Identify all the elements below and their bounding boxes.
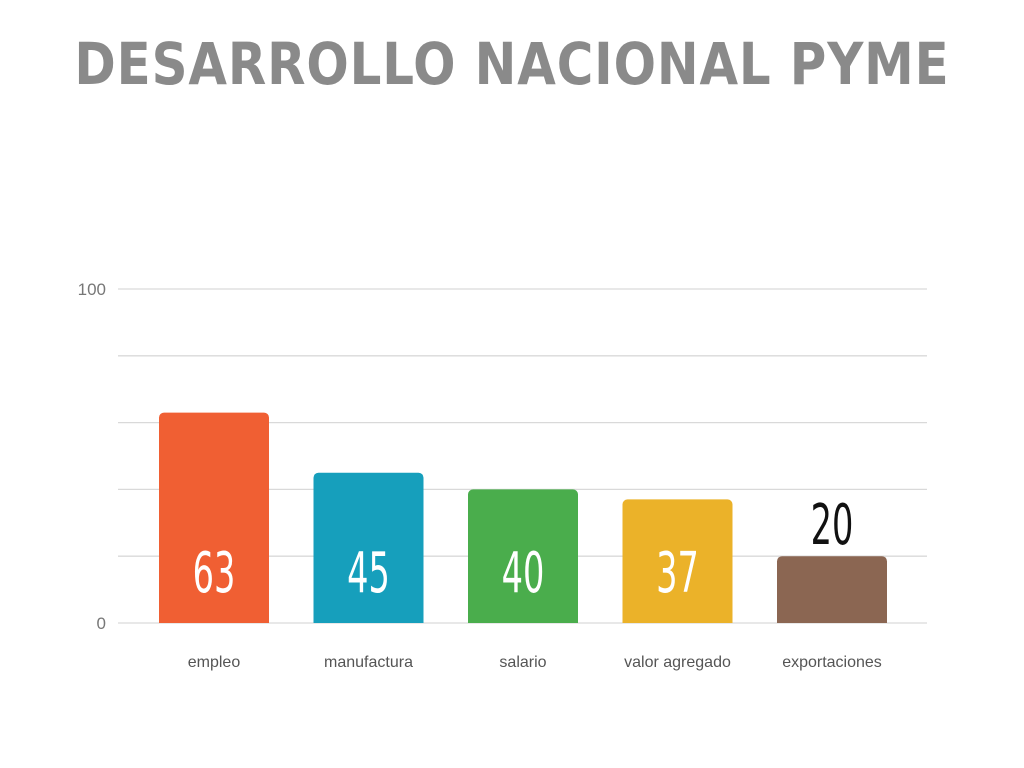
labels: 100 0 63 empleo 45 manufactura 40 salario 37 valo…	[78, 280, 882, 671]
x-tick-label: valor agregado	[624, 654, 731, 671]
chart-title: DESARROLLO NACIONAL PYME	[74, 30, 950, 98]
bar-base	[777, 617, 887, 623]
bar-manufactura	[313, 472, 424, 623]
bar-base	[159, 617, 269, 623]
y-tick-label: 0	[97, 614, 106, 633]
x-tick-label: empleo	[188, 654, 241, 671]
bar-empleo	[159, 412, 269, 623]
bar-base	[313, 617, 424, 623]
x-tick-label: exportaciones	[782, 654, 882, 671]
data-label: 37	[656, 540, 699, 605]
bar-base	[622, 617, 733, 623]
data-label: 63	[193, 540, 236, 605]
bars	[159, 412, 887, 623]
bar-valor-agregado	[622, 499, 733, 623]
data-label: 40	[502, 540, 545, 605]
bar-base	[468, 617, 578, 623]
x-tick-label: salario	[499, 654, 546, 671]
bar-exportaciones	[777, 556, 887, 623]
y-tick-label: 100	[78, 280, 106, 299]
x-tick-label: manufactura	[324, 654, 413, 671]
data-label: 45	[347, 540, 390, 605]
data-label: 20	[811, 492, 854, 557]
bar-salario	[468, 489, 578, 623]
